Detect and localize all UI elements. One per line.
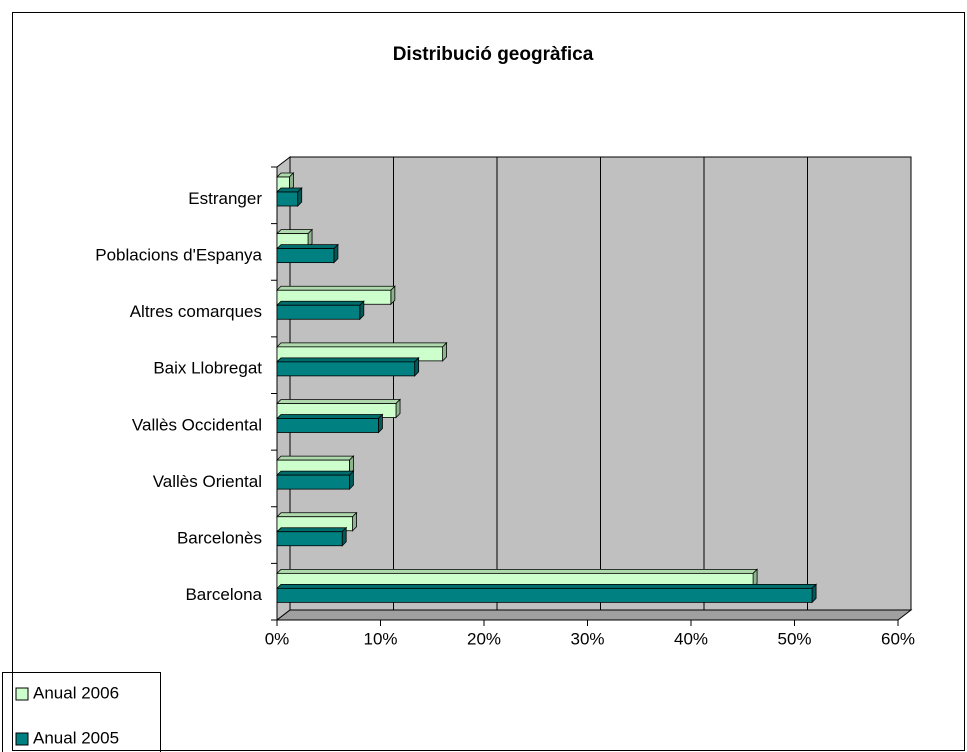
x-tick-label: 50% <box>777 629 811 648</box>
legend-label: Anual 2005 <box>33 728 119 747</box>
bar-face <box>276 342 448 348</box>
x-tick-label: 30% <box>570 629 604 648</box>
side-wall <box>276 155 291 622</box>
bar <box>276 398 401 419</box>
bar-face <box>276 304 361 320</box>
x-tick-label: 10% <box>363 629 397 648</box>
bar-face <box>276 418 379 433</box>
x-tick-label: 0% <box>265 629 290 648</box>
y-tick-label: Estranger <box>188 189 262 208</box>
chart-title: Distribució geogràfica <box>393 44 594 65</box>
bar <box>276 470 355 491</box>
bar <box>276 568 759 589</box>
bar <box>276 583 818 604</box>
bar <box>276 300 365 321</box>
bar-face <box>276 300 365 306</box>
y-tick-label: Vallès Oriental <box>153 472 262 491</box>
bar-face <box>276 414 384 419</box>
x-tick-label: 40% <box>674 629 708 648</box>
legend-box <box>2 672 161 752</box>
bar-face <box>276 583 818 589</box>
bar-face <box>276 568 759 574</box>
x-tick-label: 20% <box>467 629 501 648</box>
bar-face <box>276 361 416 377</box>
bar-face <box>276 357 420 363</box>
floor <box>275 609 913 621</box>
bar-face <box>276 285 396 291</box>
bar <box>276 172 295 192</box>
legend-label: Anual 2006 <box>33 683 119 702</box>
y-tick-label: Baix Llobregat <box>153 359 262 378</box>
bar <box>276 511 358 532</box>
x-tick-label: 60% <box>881 629 915 648</box>
bar <box>276 228 314 249</box>
legend-swatch <box>15 732 29 746</box>
bar <box>276 187 303 207</box>
y-tick-label: Vallès Occidental <box>132 415 262 434</box>
bar-face <box>276 191 299 207</box>
bar-face <box>276 470 355 476</box>
bar-face <box>276 474 350 490</box>
bar-face <box>276 531 343 547</box>
bar <box>276 455 355 476</box>
bar-face <box>276 512 358 518</box>
bar-face <box>276 244 339 250</box>
y-tick-label: Barcelonès <box>177 529 262 548</box>
bar-face <box>276 527 348 533</box>
bar-face <box>276 587 813 603</box>
bar-face <box>276 229 314 235</box>
bar-face <box>276 455 355 461</box>
bar <box>276 526 348 547</box>
y-tick-label: Barcelona <box>185 585 262 604</box>
bar-face <box>276 248 335 264</box>
y-tick-label: Altres comarques <box>130 302 262 321</box>
legend-swatch <box>15 687 29 701</box>
bar <box>276 356 420 377</box>
bar <box>276 413 384 434</box>
bar-face <box>276 399 401 404</box>
bar <box>276 285 396 306</box>
bar <box>276 243 339 264</box>
y-tick-label: Poblacions d'Espanya <box>95 245 262 264</box>
